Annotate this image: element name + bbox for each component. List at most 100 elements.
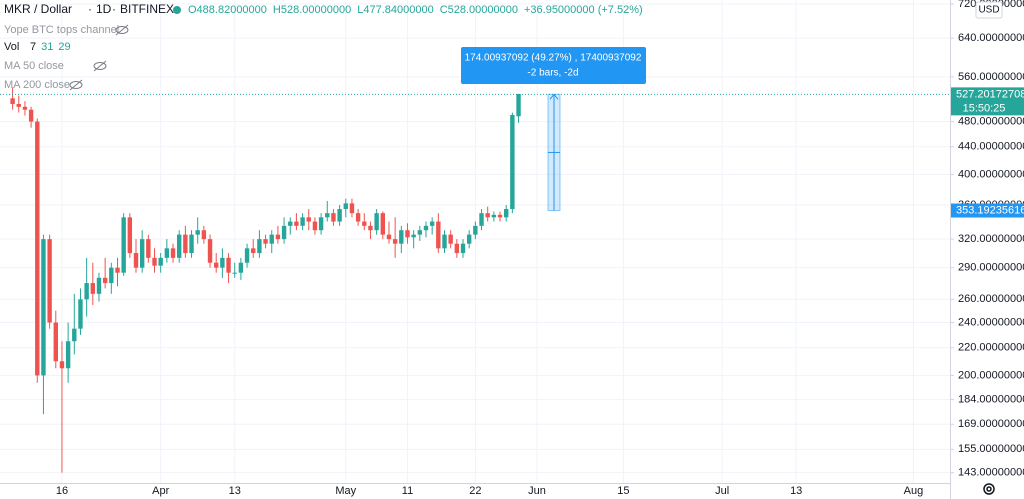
- x-tick-label: May: [335, 485, 356, 497]
- measure-label-bg: [951, 203, 1024, 218]
- ohlc-value: L477.84000000: [357, 4, 433, 16]
- candle-body: [516, 93, 521, 117]
- y-tick-label: 200.00000000: [958, 369, 1024, 381]
- candle-body: [35, 121, 40, 376]
- x-tick-label: 15: [617, 485, 629, 497]
- overlay: MKR / Dollar · 1D · BITFINEX Yope BTC to…: [4, 2, 995, 495]
- x-tick-label: 16: [56, 485, 68, 497]
- ohlc-value: +36.95000000 (+7.52%): [524, 4, 643, 16]
- candle-body: [195, 230, 200, 235]
- time-label: 15:50:25: [963, 102, 1006, 114]
- candle-body: [423, 225, 429, 231]
- indicator-label[interactable]: Yope BTC tops channel: [4, 24, 119, 36]
- indicator-label[interactable]: MA 200 close: [4, 79, 70, 91]
- candle-body: [510, 114, 515, 210]
- candle-body: [460, 243, 466, 254]
- eye-icon[interactable]: [69, 79, 83, 91]
- candle-body: [392, 239, 398, 244]
- y-tick-label: 169.00000000: [958, 418, 1024, 430]
- candle-body: [90, 283, 96, 294]
- candle-body: [386, 234, 392, 240]
- x-tick-label: 13: [229, 485, 241, 497]
- candle-body: [59, 361, 65, 369]
- candle-body: [466, 234, 472, 244]
- candle-body: [429, 221, 435, 226]
- currency-bg[interactable]: [975, 1, 1003, 19]
- candle-body: [257, 239, 262, 254]
- candle-body: [355, 213, 361, 222]
- y-tick-label: 440.00000000: [958, 141, 1024, 153]
- volume-label[interactable]: Vol: [4, 41, 19, 53]
- y-tick-label: 480.00000000: [958, 115, 1024, 127]
- candle-body: [164, 248, 170, 258]
- candle-body: [263, 239, 268, 244]
- candle-body: [269, 234, 274, 244]
- y-tick-label: 220.00000000: [958, 342, 1024, 354]
- indicator-label[interactable]: MA 50 close: [4, 60, 64, 72]
- candle-body: [47, 239, 52, 323]
- candle-body: [362, 221, 367, 226]
- candle-body: [380, 213, 385, 235]
- candle-body: [53, 322, 58, 362]
- candle-body: [473, 225, 478, 235]
- candle-body: [28, 109, 34, 122]
- y-tick-label: 184.00000000: [958, 393, 1024, 405]
- candle-body: [491, 214, 497, 218]
- candle-body: [300, 217, 305, 226]
- candle-body: [485, 213, 490, 218]
- candle-body: [275, 234, 281, 240]
- candle-body: [226, 257, 231, 273]
- candle-body: [504, 209, 509, 218]
- status-dot: [173, 6, 181, 14]
- candle-body: [16, 103, 21, 107]
- candle-body: [479, 213, 484, 226]
- price-label-bg: [951, 87, 1024, 116]
- candle-body: [115, 267, 120, 273]
- candle-body: [84, 283, 89, 300]
- candle-body: [152, 257, 157, 266]
- y-tick-label: 155.00000000: [958, 443, 1024, 455]
- candle-body: [288, 221, 293, 226]
- candle-body: [96, 277, 102, 294]
- y-tick-label: 640.00000000: [958, 32, 1024, 44]
- candle-body: [158, 257, 163, 266]
- candle-body: [343, 203, 348, 210]
- x-tick-label: Apr: [152, 485, 169, 497]
- eye-icon[interactable]: [115, 24, 129, 36]
- price-label: 527.20172708: [956, 88, 1024, 100]
- candle-body: [294, 221, 299, 226]
- measure-bars: -2 bars, -2d: [527, 68, 578, 79]
- candle-body: [331, 213, 336, 222]
- candle-body: [337, 209, 342, 222]
- plot: 174.00937092 (49.27%) , 17400937092 -2 ba…: [0, 47, 950, 473]
- candle-body: [201, 230, 207, 240]
- settings-icon[interactable]: [983, 483, 995, 495]
- separator: ·: [88, 2, 92, 16]
- currency[interactable]: USD: [978, 5, 999, 16]
- x-tick-label: Aug: [904, 485, 924, 497]
- candle-body: [281, 225, 287, 240]
- volume-value: 31: [41, 41, 53, 53]
- candle-body: [121, 217, 126, 273]
- y-tick-label: 400.00000000: [958, 168, 1024, 180]
- candle-body: [312, 221, 318, 231]
- candle-body: [399, 230, 404, 244]
- candle-body: [189, 234, 194, 254]
- candle-body: [454, 243, 460, 254]
- eye-icon[interactable]: [93, 60, 107, 72]
- ohlc-value: H528.00000000: [273, 4, 351, 16]
- y-tick-label: 560.00000000: [958, 71, 1024, 83]
- candle-body: [497, 214, 503, 218]
- candle-body: [72, 328, 77, 342]
- candle-body: [214, 262, 219, 268]
- candle-body: [176, 234, 182, 258]
- candle-body: [183, 234, 188, 254]
- separator: ·: [112, 2, 116, 16]
- measure-tooltip: [461, 47, 646, 84]
- ohlc-value: O488.82000000: [188, 4, 267, 16]
- candle-body: [109, 267, 114, 284]
- candle-body: [78, 299, 83, 329]
- measure-label: 353.19235616: [956, 204, 1024, 216]
- x-tick-label: Jun: [528, 485, 546, 497]
